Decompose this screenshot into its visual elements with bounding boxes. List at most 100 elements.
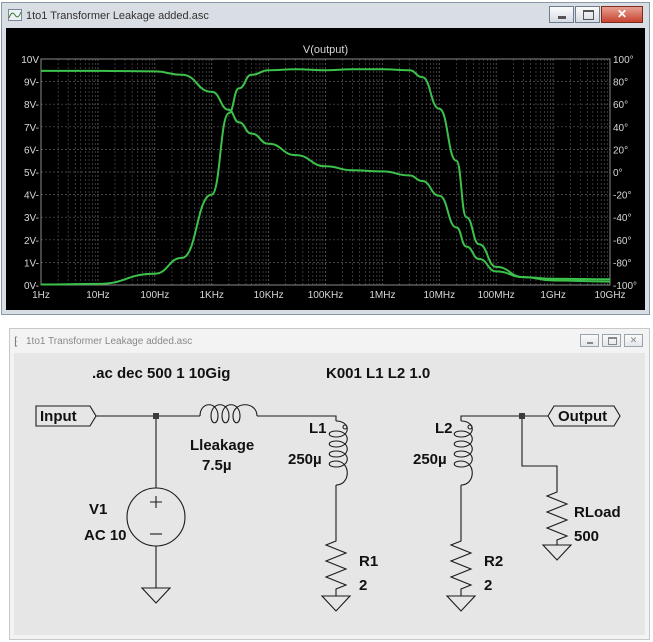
plot-title: V(output): [303, 44, 348, 56]
output-port-label: Output: [558, 408, 607, 425]
schematic-icon: ⁅: [14, 336, 19, 348]
plot-titlebar[interactable]: 1to1 Transformer Leakage added.asc ✕: [2, 3, 649, 29]
lleakage-name: Lleakage: [190, 437, 254, 454]
schematic-window-title: 1to1 Transformer Leakage added.asc: [26, 336, 193, 347]
y-left-tick-label: 2V-: [24, 236, 39, 247]
minimize-icon: [587, 342, 593, 344]
maximize-icon: [583, 10, 594, 20]
wire-rload: [521, 416, 558, 484]
resistor-r1: [324, 533, 348, 591]
schematic-close-button[interactable]: ✕: [624, 334, 643, 347]
x-tick-label: 1MHz: [369, 290, 395, 301]
lleakage-value: 7.5µ: [202, 457, 232, 474]
y-left-tick-label: 8V-: [24, 100, 39, 111]
y-right-tick-label: 100°: [613, 55, 634, 66]
l2-value: 250µ: [413, 451, 447, 468]
y-right-tick-label: 0°: [613, 168, 623, 179]
y-left-tick-label: 4V-: [24, 191, 39, 202]
v1-value: AC 10: [84, 527, 127, 544]
ground-rload: [541, 544, 573, 561]
y-right-tick-label: -100°: [613, 281, 637, 292]
junction-output: [519, 413, 525, 419]
inductor-l2: [453, 420, 473, 486]
y-left-tick-label: 9V-: [24, 78, 39, 89]
bode-plot[interactable]: V(output) 0V- 1V- 2V- 3V- 4V- 5V- 6V- 7V- 8V- 9V- 1…: [6, 28, 645, 310]
ground-r2: [445, 595, 477, 612]
y-right-tick-label: -20°: [613, 191, 631, 202]
y-right-tick-label: -80°: [613, 258, 631, 269]
r1-value: 2: [359, 577, 367, 594]
coupling-directive[interactable]: K001 L1 L2 1.0: [326, 365, 430, 382]
input-port-flag[interactable]: [35, 405, 97, 427]
y-right-tick-label: -40°: [613, 213, 631, 224]
y-left-tick-label: 1V-: [24, 258, 39, 269]
wire-l2-top: [460, 415, 522, 421]
x-tick-label: 10KHz: [254, 290, 284, 301]
output-port-flag[interactable]: [547, 405, 621, 427]
l1-name: L1: [309, 420, 327, 437]
resistor-rload: [545, 484, 569, 545]
x-tick-label: 100Hz: [140, 290, 169, 301]
l2-dot: [467, 424, 473, 430]
x-tick-label: 10GHz: [594, 290, 625, 301]
y-left-tick-label: 6V-: [24, 145, 39, 156]
v1-plus-sign: [150, 496, 162, 508]
schematic-maximize-button[interactable]: [602, 334, 621, 347]
close-icon: ✕: [616, 7, 628, 21]
plot-pane[interactable]: V(output) 0V- 1V- 2V- 3V- 4V- 5V- 6V- 7V- 8V- 9V- 1…: [6, 28, 645, 310]
x-tick-label: 1Hz: [32, 290, 50, 301]
waveform-viewer-icon: [8, 9, 22, 21]
v1-name: V1: [89, 501, 107, 518]
schematic-minimize-button[interactable]: [580, 334, 599, 347]
y-right-tick-label: 40°: [613, 123, 628, 134]
junction-input: [153, 413, 159, 419]
y-right-tick-label: -60°: [613, 236, 631, 247]
wire-lleak-right: [257, 415, 337, 421]
plot-frame: [40, 58, 611, 286]
maximize-button[interactable]: [575, 6, 600, 23]
minimize-button[interactable]: [549, 6, 574, 23]
magnitude-trace: [40, 68, 611, 286]
voltage-source-v1: [126, 487, 186, 547]
rload-name: RLoad: [574, 504, 621, 521]
inductor-lleakage: [199, 404, 258, 424]
l1-value: 250µ: [288, 451, 322, 468]
schematic-drawing[interactable]: .ac dec 500 1 10Gig K001 L1 L2 1.0 Input…: [14, 353, 645, 635]
y-left-tick-label: 7V-: [24, 123, 39, 134]
r2-name: R2: [484, 553, 503, 570]
y-left-tick-label: 10V: [21, 55, 39, 66]
x-tick-label: 100KHz: [308, 290, 344, 301]
x-tick-label: 10Hz: [86, 290, 109, 301]
resistor-r2: [449, 533, 473, 591]
schematic-window[interactable]: ⁅ 1to1 Transformer Leakage added.asc ✕: [9, 328, 650, 640]
maximize-icon: [608, 337, 617, 345]
x-tick-label: 1KHz: [199, 290, 223, 301]
y-right-tick-label: 80°: [613, 78, 628, 89]
ac-directive[interactable]: .ac dec 500 1 10Gig: [92, 365, 230, 382]
plot-window[interactable]: 1to1 Transformer Leakage added.asc ✕ V(o…: [1, 2, 650, 315]
schematic-titlebar[interactable]: ⁅ 1to1 Transformer Leakage added.asc ✕: [10, 329, 649, 353]
y-left-tick-label: 5V-: [24, 168, 39, 179]
phase-trace: [41, 69, 611, 281]
y-right-tick-label: 60°: [613, 100, 628, 111]
y-left-tick-label: 3V-: [24, 213, 39, 224]
close-button[interactable]: ✕: [601, 6, 643, 23]
y-left-tick-label: 0V-: [24, 281, 39, 292]
inductor-l1: [328, 420, 348, 486]
x-tick-label: 1GHz: [540, 290, 566, 301]
ground-v1: [140, 587, 172, 604]
plot-window-title: 1to1 Transformer Leakage added.asc: [26, 10, 209, 22]
x-tick-label: 10MHz: [423, 290, 455, 301]
l1-dot: [342, 424, 348, 430]
l2-name: L2: [435, 420, 453, 437]
y-right-tick-label: 20°: [613, 145, 628, 156]
ground-r1: [320, 595, 352, 612]
schematic-canvas[interactable]: .ac dec 500 1 10Gig K001 L1 L2 1.0 Input…: [14, 353, 645, 635]
close-icon: ✕: [629, 335, 638, 345]
minimize-icon: [558, 16, 566, 19]
x-tick-label: 100MHz: [478, 290, 515, 301]
input-port-label: Input: [40, 408, 77, 425]
rload-value: 500: [574, 528, 599, 545]
r2-value: 2: [484, 577, 492, 594]
r1-name: R1: [359, 553, 378, 570]
